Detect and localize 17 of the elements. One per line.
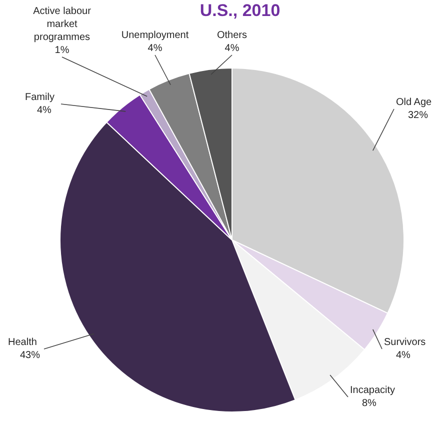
slice-label: Family [25,92,54,103]
data-label: 4% [224,43,240,54]
data-label: 32% [408,110,428,121]
slice-label: Old Age [396,97,432,108]
slice-label: Health [8,337,37,348]
data-label: 1% [54,45,70,56]
data-label: 4% [396,350,411,361]
data-label: 4% [148,43,162,54]
slice-label: Others [216,30,248,41]
slice-label: Active labour market programmes [33,6,92,43]
data-label: 4% [37,105,52,116]
slice-label: Unemployment [121,30,189,41]
slice-label: Survivors [384,337,426,348]
slice-label: Incapacity [350,385,396,396]
data-label: 8% [362,398,377,409]
data-label: 43% [20,350,40,361]
chart-title: U.S., 2010 [200,1,280,20]
